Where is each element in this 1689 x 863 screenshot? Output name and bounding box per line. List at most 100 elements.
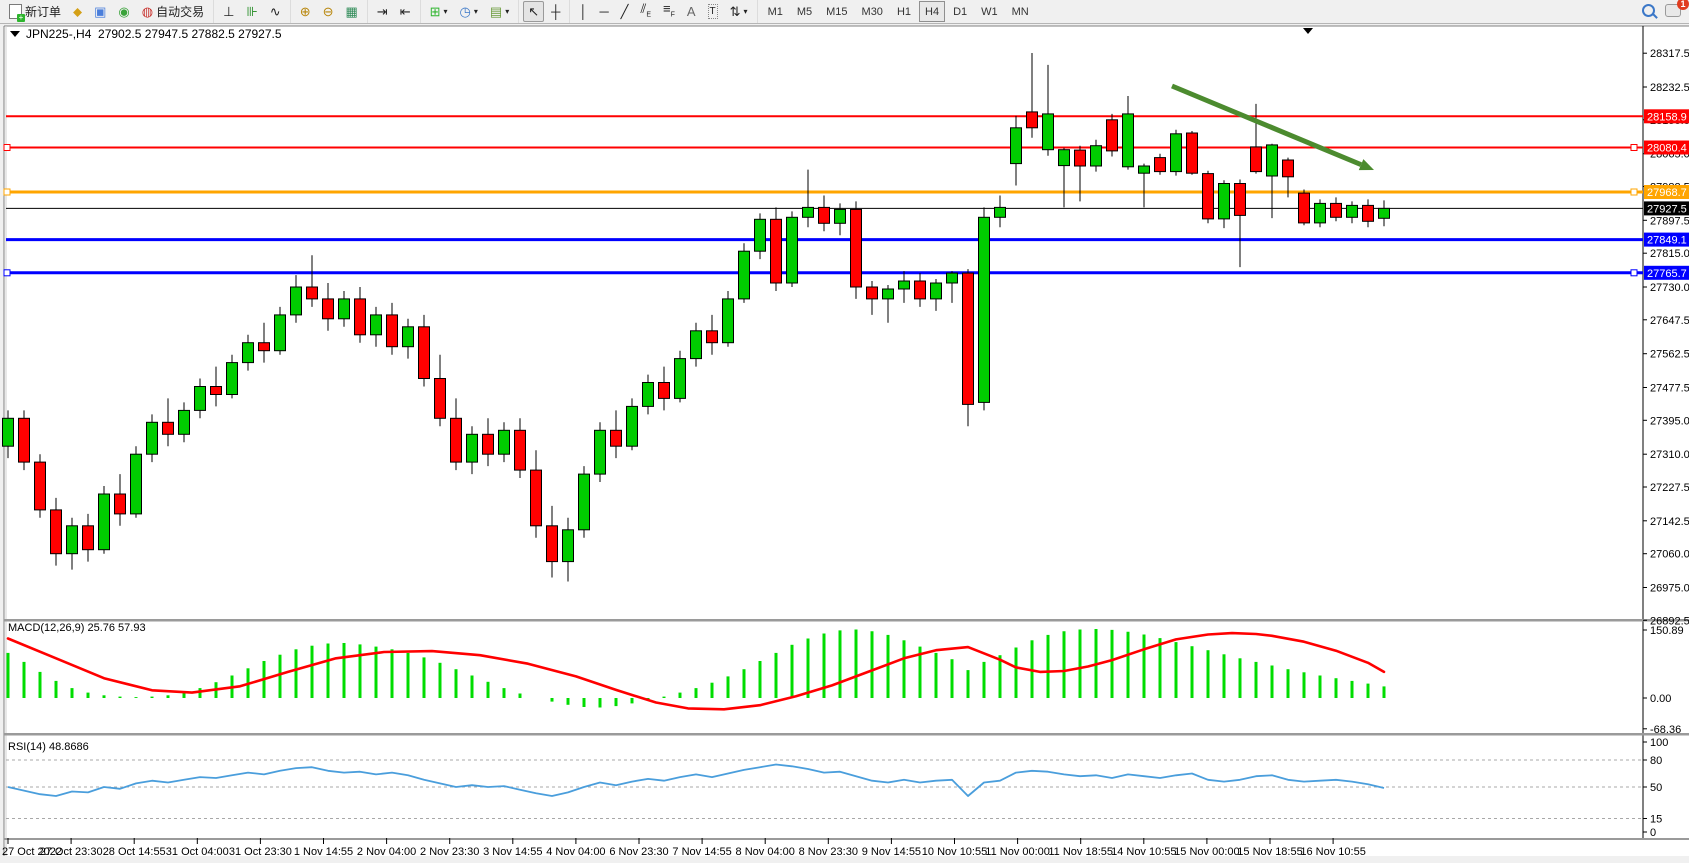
trend-arrow[interactable] — [1171, 83, 1374, 171]
svg-text:3 Nov 14:55: 3 Nov 14:55 — [483, 846, 542, 858]
timeframe-button-D1[interactable]: D1 — [953, 5, 968, 18]
candlestick-icon: ⊪ — [246, 4, 258, 19]
search-button[interactable] — [1642, 3, 1655, 20]
timeframe-button-W1[interactable]: W1 — [981, 5, 998, 18]
timeframe-button-M30[interactable]: M30 — [861, 5, 883, 18]
autotrading-label: 自动交易 — [156, 5, 205, 19]
svg-text:28 Oct 14:55: 28 Oct 14:55 — [103, 846, 166, 858]
timeframe-button-MN[interactable]: MN — [1011, 5, 1029, 18]
new-order-icon: + — [9, 4, 25, 22]
svg-text:27 Oct 2022: 27 Oct 2022 — [2, 846, 62, 858]
periods-menu-button[interactable]: ◷ ▾ — [455, 1, 483, 22]
auto-scroll-button[interactable]: ⇥ — [372, 1, 393, 22]
trendline-tool-button[interactable]: ╱ — [616, 1, 634, 22]
signals-button[interactable]: ◉ — [113, 1, 134, 22]
svg-text:31 Oct 04:00: 31 Oct 04:00 — [166, 846, 229, 858]
vertical-line-icon: │ — [579, 4, 588, 19]
terminal-button[interactable]: ▣ — [89, 1, 111, 22]
bar-chart-icon: ⊥ — [223, 4, 235, 19]
timeframe-button-H1[interactable]: H1 — [896, 5, 911, 18]
svg-text:27227.5: 27227.5 — [1650, 482, 1689, 494]
svg-text:100: 100 — [1650, 737, 1668, 749]
svg-text:28080.4: 28080.4 — [1647, 143, 1687, 155]
svg-text:27968.7: 27968.7 — [1647, 187, 1687, 199]
text-label-icon: T — [707, 4, 718, 19]
svg-text:50: 50 — [1650, 782, 1662, 794]
svg-text:15 Nov 00:00: 15 Nov 00:00 — [1174, 846, 1239, 858]
rsi-pane: RSI(14) 48.8686 100 80 50 150 — [6, 737, 1668, 839]
auto-scroll-icon: ⇥ — [376, 4, 388, 19]
text-tool-button[interactable]: A — [682, 1, 701, 22]
svg-text:26892.5: 26892.5 — [1650, 615, 1689, 627]
svg-text:27 Oct 23:30: 27 Oct 23:30 — [40, 846, 103, 858]
svg-text:27765.7: 27765.7 — [1647, 268, 1687, 280]
crosshair-tool-button[interactable]: ┼ — [546, 1, 565, 22]
svg-text:27562.5: 27562.5 — [1650, 349, 1689, 361]
svg-text:1 Nov 14:55: 1 Nov 14:55 — [294, 846, 353, 858]
svg-text:2 Nov 23:30: 2 Nov 23:30 — [420, 846, 479, 858]
timeframe-button-M1[interactable]: M1 — [767, 5, 783, 18]
new-order-button[interactable]: + 新订单 — [4, 1, 66, 22]
timeframe-button-H4[interactable]: H4 — [919, 1, 946, 22]
svg-text:28317.5: 28317.5 — [1650, 48, 1689, 60]
svg-text:27647.5: 27647.5 — [1650, 315, 1689, 327]
zoom-out-button[interactable]: ⊖ — [318, 1, 339, 22]
macd-pane: MACD(12,26,9) 25.76 57.93 150.89 0.00 -68.3… — [6, 622, 1684, 736]
fibonacci-icon: ≡F — [662, 0, 675, 19]
svg-text:31 Oct 23:30: 31 Oct 23:30 — [229, 846, 292, 858]
cursor-tool-button[interactable]: ↖ — [523, 1, 545, 22]
svg-text:27060.0: 27060.0 — [1650, 549, 1689, 561]
notifications-button[interactable]: 1 — [1665, 0, 1689, 20]
bar-chart-mode-button[interactable]: ⊥ — [218, 1, 239, 22]
label-tool-button[interactable]: T — [703, 1, 723, 22]
shapes-tool-button[interactable]: ⇅ ▾ — [725, 1, 753, 22]
chart-title: JPN225-,H4 27902.5 27947.5 27882.5 27927… — [10, 27, 282, 41]
svg-text:27927.5: 27927.5 — [1647, 203, 1687, 215]
line-chart-mode-button[interactable]: ∿ — [265, 1, 286, 22]
svg-text:15: 15 — [1650, 814, 1662, 826]
template-icon: ▤ — [489, 4, 503, 19]
svg-text:7 Nov 14:55: 7 Nov 14:55 — [672, 846, 731, 858]
dropdown-caret-icon: ▾ — [443, 7, 448, 16]
timeframe-button-M15[interactable]: M15 — [826, 5, 848, 18]
zoom-out-icon: ⊖ — [322, 4, 334, 19]
svg-text:8 Nov 04:00: 8 Nov 04:00 — [736, 846, 795, 858]
svg-text:27815.0: 27815.0 — [1650, 248, 1689, 260]
channel-icon: ⫽E — [640, 0, 651, 19]
vertical-line-tool-button[interactable]: │ — [574, 1, 592, 22]
autotrading-icon: ◍ — [141, 4, 154, 19]
svg-text:8 Nov 23:30: 8 Nov 23:30 — [799, 846, 858, 858]
market-watch-button[interactable]: ⬥ — [68, 1, 87, 22]
svg-text:JPN225-,H4 27902.5 27947.5 27: JPN225-,H4 27902.5 27947.5 27882.5 27927… — [26, 27, 282, 41]
tile-windows-button[interactable]: ▦ — [341, 1, 363, 22]
svg-text:27395.0: 27395.0 — [1650, 415, 1689, 427]
autotrading-button[interactable]: ◍ 自动交易 — [137, 1, 209, 22]
zoom-in-icon: ⊕ — [299, 4, 311, 19]
svg-text:10 Nov 10:55: 10 Nov 10:55 — [922, 846, 987, 858]
channel-tool-button[interactable]: ⫽E — [636, 1, 656, 22]
line-chart-icon: ∿ — [269, 4, 281, 19]
timeframe-button-M5[interactable]: M5 — [796, 5, 813, 18]
templates-menu-button[interactable]: ▤ ▾ — [485, 1, 514, 22]
fibonacci-tool-button[interactable]: ≡F — [658, 1, 680, 22]
indicators-menu-button[interactable]: ⊞ ▾ — [425, 1, 453, 22]
price-tags: 28158.9 28080.4 27968.7 27927.5 27849.1 27765… — [1644, 109, 1689, 280]
svg-text:14 Nov 10:55: 14 Nov 10:55 — [1111, 846, 1176, 858]
svg-text:28232.5: 28232.5 — [1650, 82, 1689, 94]
text-icon: A — [686, 4, 696, 19]
svg-text:80: 80 — [1650, 755, 1662, 767]
timeframe-group: M1 M5 M15 M30 H1 H4 D1 W1 MN — [756, 0, 1039, 23]
zoom-in-button[interactable]: ⊕ — [295, 1, 316, 22]
chart-shift-button[interactable]: ⇤ — [395, 1, 416, 22]
svg-text:16 Nov 10:55: 16 Nov 10:55 — [1300, 846, 1365, 858]
svg-text:0.00: 0.00 — [1650, 693, 1671, 705]
scroll-end-marker[interactable] — [1303, 28, 1313, 34]
svg-text:RSI(14) 48.8686: RSI(14) 48.8686 — [8, 741, 89, 753]
funnel-icon: ⬥ — [73, 4, 83, 19]
dropdown-caret-icon: ▾ — [743, 7, 748, 16]
candle-chart-mode-button[interactable]: ⊪ — [241, 1, 262, 22]
horizontal-line-tool-button[interactable]: ─ — [594, 1, 613, 22]
